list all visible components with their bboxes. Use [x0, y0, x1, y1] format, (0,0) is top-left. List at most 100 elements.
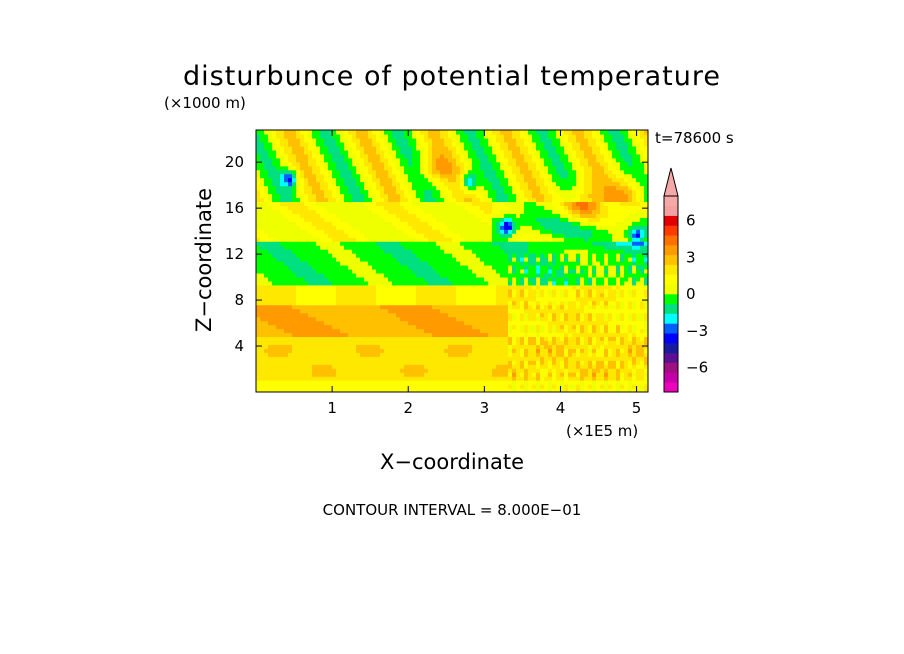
field-cell: [536, 340, 541, 345]
field-cell: [432, 161, 437, 167]
field-cell: [292, 288, 297, 294]
field-cell: [288, 229, 293, 234]
field-cell: [440, 332, 445, 338]
field-cell: [416, 130, 421, 135]
field-cell: [488, 161, 493, 167]
field-cell: [536, 356, 541, 361]
field-cell: [396, 193, 401, 199]
field-cell: [368, 221, 373, 226]
field-cell: [508, 205, 513, 210]
field-cell: [272, 352, 277, 357]
field-cell: [440, 348, 445, 353]
field-cell: [404, 268, 409, 274]
field-cell: [452, 296, 457, 302]
field-cell: [344, 205, 349, 210]
field-cell: [448, 181, 453, 187]
field-cell: [384, 233, 389, 238]
field-cell: [424, 304, 429, 310]
field-cell: [440, 173, 445, 179]
field-cell: [536, 181, 541, 187]
field-cell: [352, 328, 357, 334]
field-cell: [332, 153, 337, 159]
field-cell: [400, 368, 405, 373]
field-cell: [360, 272, 365, 278]
field-cell: [320, 161, 325, 167]
field-cell: [324, 328, 329, 334]
field-cell: [496, 257, 501, 262]
field-cell: [412, 177, 417, 183]
field-cell: [556, 296, 561, 302]
field-cell: [464, 264, 469, 270]
field-cell: [508, 261, 513, 266]
field-cell: [428, 376, 433, 381]
field-cell: [476, 261, 481, 266]
field-cell: [280, 284, 285, 290]
field-cell: [324, 344, 329, 349]
field-cell: [528, 288, 533, 294]
field-cell: [504, 157, 509, 163]
field-cell: [500, 340, 505, 345]
field-cell: [360, 217, 365, 222]
field-cell: [412, 360, 417, 365]
field-cell: [544, 388, 549, 392]
field-cell: [516, 280, 521, 286]
field-cell: [520, 312, 525, 318]
field-cell: [480, 364, 485, 369]
field-cell: [516, 320, 521, 326]
field-cell: [468, 264, 473, 270]
field-cell: [524, 161, 529, 167]
field-cell: [548, 356, 553, 361]
field-cell: [472, 237, 477, 242]
field-cell: [488, 268, 493, 274]
field-cell: [408, 221, 413, 226]
field-cell: [380, 193, 385, 199]
field-cell: [508, 312, 513, 318]
field-cell: [424, 296, 429, 302]
field-cell: [308, 368, 313, 373]
field-cell: [280, 304, 285, 310]
field-cell: [456, 141, 461, 147]
field-cell: [556, 292, 561, 298]
field-cell: [528, 149, 533, 155]
field-cell: [404, 217, 409, 222]
field-cell: [448, 376, 453, 381]
field-cell: [480, 348, 485, 353]
field-cell: [348, 130, 353, 135]
field-cell: [432, 249, 437, 254]
field-cell: [256, 308, 261, 314]
field-cell: [356, 141, 361, 147]
field-cell: [484, 376, 489, 381]
field-cell: [296, 169, 301, 175]
field-cell: [280, 149, 285, 155]
field-cell: [340, 189, 345, 195]
field-cell: [484, 201, 489, 207]
field-cell: [264, 324, 269, 330]
field-cell: [496, 384, 501, 389]
field-cell: [484, 141, 489, 147]
field-cell: [464, 372, 469, 377]
field-cell: [372, 324, 377, 330]
field-cell: [536, 344, 541, 349]
field-cell: [548, 141, 553, 147]
field-cell: [256, 237, 261, 242]
field-cell: [484, 185, 489, 191]
field-cell: [304, 272, 309, 278]
field-cell: [448, 233, 453, 238]
field-cell: [360, 149, 365, 155]
field-cell: [552, 300, 557, 306]
field-cell: [424, 356, 429, 361]
field-cell: [544, 237, 549, 242]
field-cell: [412, 201, 417, 207]
field-cell: [268, 197, 273, 203]
field-cell: [384, 253, 389, 258]
field-cell: [276, 261, 281, 266]
field-cell: [400, 356, 405, 361]
field-cell: [540, 296, 545, 302]
field-cell: [344, 201, 349, 207]
field-cell: [476, 272, 481, 278]
field-cell: [516, 197, 521, 203]
field-cell: [500, 348, 505, 353]
field-cell: [368, 213, 373, 218]
field-cell: [484, 288, 489, 294]
field-cell: [268, 205, 273, 210]
